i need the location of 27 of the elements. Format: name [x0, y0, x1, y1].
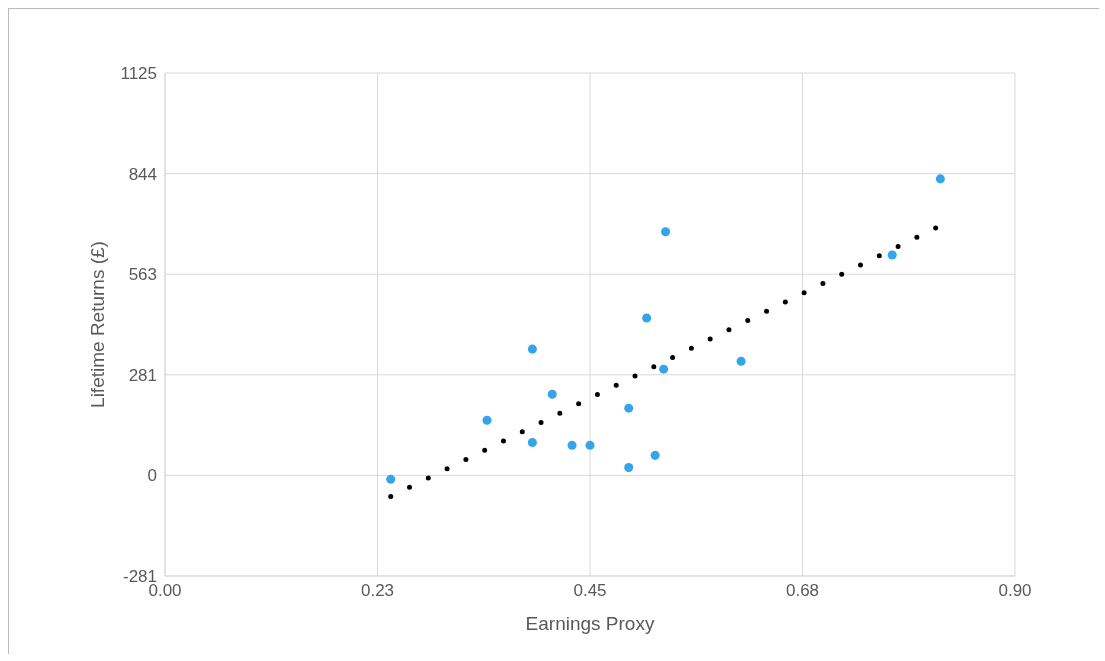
point — [661, 227, 671, 237]
point — [736, 356, 746, 366]
x-axis-title: Earnings Proxy — [525, 613, 655, 634]
y-tick-label: 1125 — [120, 64, 157, 84]
point — [386, 474, 396, 484]
point — [567, 440, 577, 450]
point — [547, 389, 557, 399]
x-tick-label: 0.90 — [998, 581, 1032, 601]
x-tick-label: 0.68 — [785, 581, 820, 601]
x-tick-label: 0.45 — [573, 581, 607, 601]
point — [642, 313, 652, 323]
x-tick-label: 0.23 — [360, 581, 395, 601]
y-tick-label: 281 — [128, 365, 157, 385]
point — [887, 250, 897, 260]
point — [650, 450, 660, 460]
point — [659, 364, 669, 374]
y-axis-title: Lifetime Returns (£) — [86, 241, 108, 408]
y-tick-label: 563 — [128, 265, 157, 285]
point — [935, 174, 945, 184]
point — [482, 415, 492, 425]
point — [527, 437, 537, 447]
point — [527, 344, 537, 354]
point — [624, 463, 634, 473]
y-tick-label: 844 — [128, 164, 157, 184]
y-tick-label: 0 — [147, 466, 157, 486]
point — [624, 403, 634, 413]
point — [585, 440, 595, 450]
